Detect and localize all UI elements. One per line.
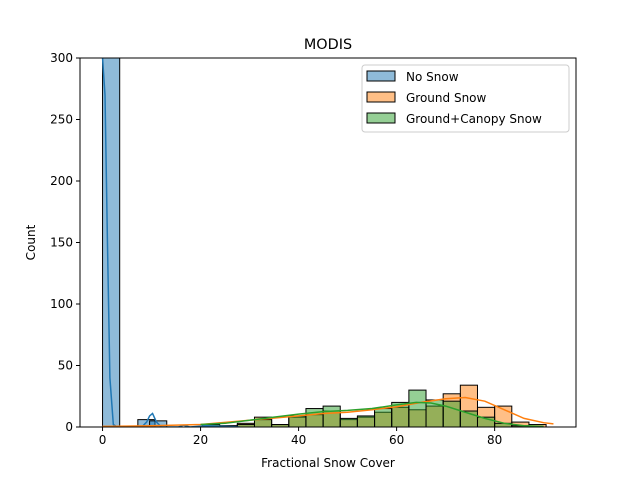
legend-swatch-no-snow — [366, 70, 396, 82]
bar-ground-canopy-snow-16 — [476, 416, 496, 427]
legend: No Snow Ground Snow Ground+Canopy Snow — [361, 64, 570, 133]
bar-ground-canopy-snow-7 — [322, 405, 341, 427]
y-tick-label-200: 200 — [50, 174, 73, 188]
bar-ground-canopy-snow-9 — [356, 415, 376, 427]
bar-ground-canopy-snow-8 — [339, 417, 358, 427]
chart-title: MODIS — [304, 37, 352, 53]
legend-label-ground-canopy-snow: Ground+Canopy Snow — [406, 112, 542, 126]
x-tick-label-0: 0 — [99, 433, 107, 447]
x-tick-label-60: 60 — [389, 433, 404, 447]
legend-swatch-ground-canopy-snow — [366, 112, 396, 124]
y-tick-label-0: 0 — [65, 420, 73, 434]
y-axis-label: Count — [24, 224, 38, 260]
x-tick-label-80: 80 — [487, 433, 502, 447]
x-tick-label-40: 40 — [291, 433, 306, 447]
bar-ground-canopy-snow-5 — [288, 415, 307, 427]
legend-label-no-snow: No Snow — [406, 70, 459, 84]
plot-area: 0 20 40 60 80 0 50 100 150 200 250 300 — [50, 51, 577, 447]
legend-swatch-ground-snow — [366, 91, 396, 103]
y-tick-label-100: 100 — [50, 297, 73, 311]
bar-no-snow-0 — [102, 58, 121, 427]
y-tick-label-300: 300 — [50, 51, 73, 65]
bar-ground-canopy-snow-3 — [253, 419, 273, 427]
histogram-bars — [102, 58, 547, 427]
kde-line-ground-canopy-snow — [200, 401, 544, 427]
y-tick-label-250: 250 — [50, 113, 73, 127]
x-tick-label-20: 20 — [193, 433, 208, 447]
x-axis-label: Fractional Snow Cover — [261, 456, 395, 470]
legend-label-ground-snow: Ground Snow — [406, 91, 487, 105]
bar-ground-canopy-snow-12 — [408, 389, 427, 427]
y-tick-label-150: 150 — [50, 236, 73, 250]
bar-ground-canopy-snow-10 — [374, 408, 393, 427]
legend-box — [361, 64, 570, 133]
bar-ground-canopy-snow-14 — [442, 400, 461, 427]
y-tick-label-50: 50 — [58, 359, 73, 373]
